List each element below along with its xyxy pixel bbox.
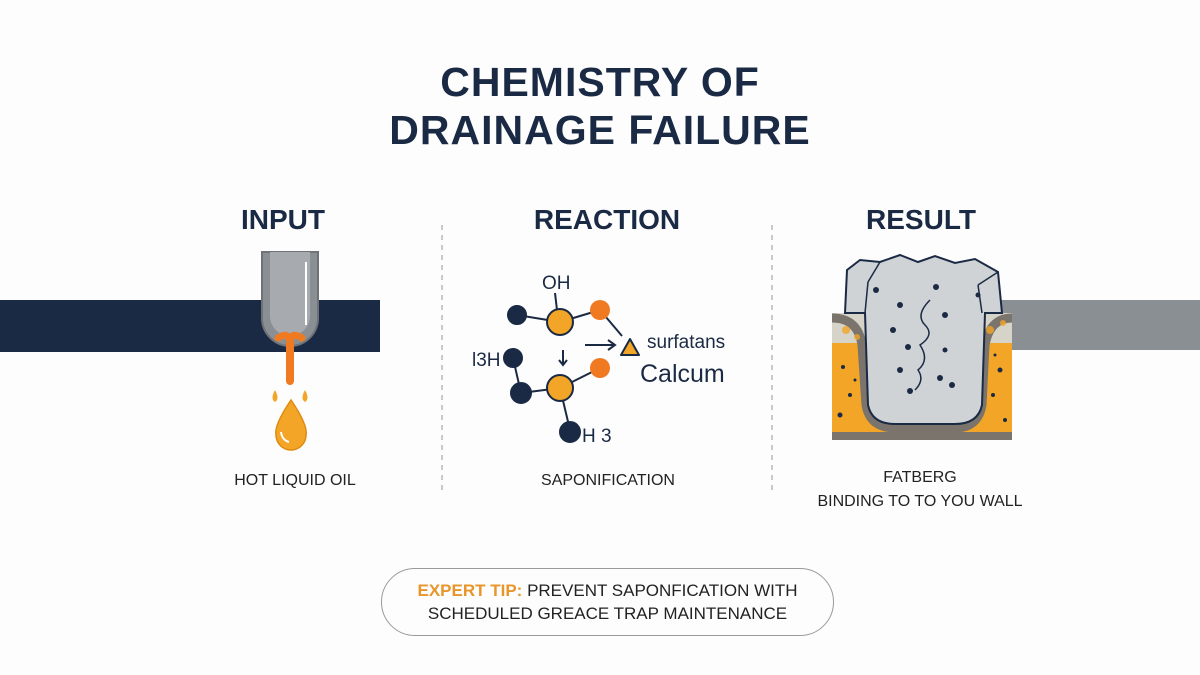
- caption-result-line-2: BINDING TO TO YOU WALL: [817, 493, 1023, 510]
- tip-text-line-1: PREVENT SAPONFICATION WITH: [522, 581, 798, 600]
- caption-result: FATBERG BINDING TO TO YOU WALL: [770, 466, 1070, 514]
- molecule-top-label: OH: [542, 273, 571, 294]
- heading-reaction: REACTION: [533, 204, 681, 235]
- heading-input: INPUT: [241, 204, 325, 235]
- atom: [559, 421, 581, 443]
- atom: [503, 348, 523, 368]
- oil-pipe-drip-icon: [0, 251, 380, 451]
- atom: [510, 382, 532, 404]
- title-line-1: CHEMISTRY OF: [440, 59, 760, 105]
- caption-result-line-1: FATBERG: [883, 469, 957, 486]
- triangle-icon: [620, 338, 640, 356]
- page-title: CHEMISTRY OF DRAINAGE FAILURE: [0, 58, 1200, 154]
- fatberg-cross-section-icon: [831, 253, 1200, 440]
- molecule-bottom-label: H 3: [582, 426, 612, 447]
- product-surfactants: surfatans: [647, 332, 725, 353]
- caption-input: HOT LIQUID OIL: [234, 472, 356, 489]
- atom: [546, 374, 574, 402]
- molecule-left-label: l3H: [472, 350, 501, 371]
- tip-key: EXPERT TIP:: [417, 581, 523, 600]
- caption-reaction: SAPONIFICATION: [541, 472, 675, 489]
- molecule-diagram: [503, 292, 640, 443]
- tip-text-line-2: SCHEDULED GREACE TRAP MAINTENANCE: [427, 604, 788, 623]
- atom: [590, 358, 610, 378]
- heading-result: RESULT: [866, 204, 976, 235]
- product-calcium: Calcum: [640, 360, 725, 388]
- atom: [590, 300, 610, 320]
- atom: [546, 308, 574, 336]
- atom: [507, 305, 527, 325]
- title-line-2: DRAINAGE FAILURE: [389, 107, 811, 153]
- expert-tip-box: EXPERT TIP: PREVENT SAPONFICATION WITH S…: [381, 568, 834, 636]
